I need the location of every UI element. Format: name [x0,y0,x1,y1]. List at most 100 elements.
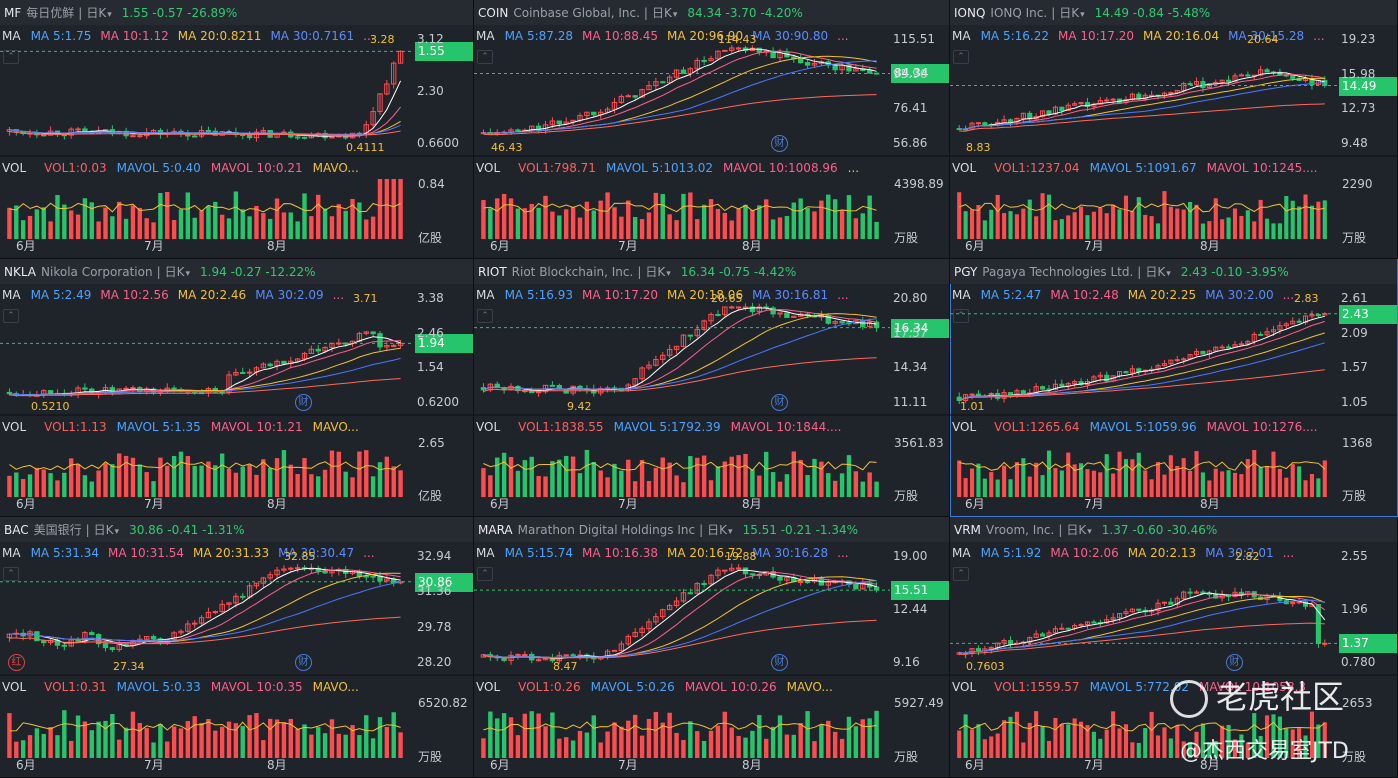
vol-indicator-row[interactable]: VOL VOL1:1265.64 MAVOL 5:1059.96 MAVOL 10:1… [952,420,1337,434]
price-axis[interactable]: 32.94 31.36 29.78 28.20 [413,517,473,777]
price-axis[interactable]: 19.23 15.98 12.73 9.48 [1337,0,1397,258]
volume-bar [192,716,197,758]
ticker-symbol[interactable]: MARA [478,522,513,537]
ticker-symbol[interactable]: NKLA [4,264,37,279]
earnings-icon[interactable]: 财 [771,135,788,152]
volume-bar [1258,466,1263,497]
collapse-toggle-icon[interactable]: ⌃ [953,567,969,581]
period-dropdown[interactable]: 日K▾ [1066,521,1091,538]
ticker-symbol[interactable]: BAC [4,522,29,537]
period-dropdown[interactable]: 日K▾ [94,521,119,538]
panel-header[interactable]: VRM Vroom, Inc. | 日K▾ 1.37 -0.60 -30.46% [950,517,1397,542]
ma-ma20: MA 20:2.25 [1127,288,1197,302]
price-axis[interactable]: 2.55 1.96 0.780 [1337,517,1397,777]
volume-bar [695,731,700,758]
price-axis[interactable]: 3.12 2.30 0.6600 [413,0,473,258]
earnings-icon[interactable]: 财 [295,394,312,411]
vol-indicator-row[interactable]: VOL VOL1:1838.55 MAVOL 5:1792.39 MAVOL 10:1… [476,420,861,434]
volume-bar [226,721,232,758]
period-dropdown[interactable]: 日K▾ [165,263,190,280]
collapse-toggle-icon[interactable]: ⌃ [477,50,493,64]
candle-body [570,119,576,123]
ticker-symbol[interactable]: RIOT [478,264,507,279]
ma-indicator-row[interactable]: MA MA 5:2.49 MA 10:2.56 MA 20:2.46 MA 30:2.0… [2,288,353,302]
period-dropdown[interactable]: 日K▾ [707,521,732,538]
volume-bar [798,459,803,497]
ticker-symbol[interactable]: PGY [954,264,978,279]
chart-panel-riot[interactable]: RIOT Riot Blockchain, Inc. | 日K▾ 16.34 -0.75… [474,259,950,517]
candle-body [363,124,369,135]
ma-indicator-row[interactable]: MA MA 5:1.92 MA 10:2.06 MA 20:2.13 MA 30:2.0… [952,546,1303,560]
price-axis[interactable]: 115.51 95.96 76.41 56.86 [889,0,949,258]
ticker-symbol[interactable]: IONQ [954,5,986,20]
ticker-symbol[interactable]: VRM [954,522,981,537]
panel-header[interactable]: PGY Pagaya Technologies Ltd. | 日K▾ 2.43 -0.1… [950,259,1397,284]
panel-header[interactable]: BAC 美国银行 | 日K▾ 30.86 -0.41 -1.31% [0,517,473,542]
ma-indicator-row[interactable]: MA MA 5:31.34 MA 10:31.54 MA 20:31.33 MA 30:… [2,546,384,560]
vol-indicator-row[interactable]: VOL VOL1:0.03 MAVOL 5:0.40 MAVOL 10:0.21 MAV… [2,161,369,175]
price-axis[interactable]: 20.80 17.57 14.34 11.11 [889,259,949,516]
collapse-toggle-icon[interactable]: ⌃ [3,309,19,323]
chart-panel-nkla[interactable]: NKLA Nikola Corporation | 日K▾ 1.94 -0.27 -12… [0,259,474,517]
chart-panel-coin[interactable]: COIN Coinbase Global, Inc. | 日K▾ 84.34 -3.70… [474,0,950,259]
ticker-symbol[interactable]: COIN [478,5,509,20]
collapse-toggle-icon[interactable]: ⌃ [477,309,493,323]
vol-indicator-row[interactable]: VOL VOL1:0.31 MAVOL 5:0.33 MAVOL 10:0.35 MAV… [2,680,369,694]
price-axis[interactable]: 19.00 12.44 9.16 [889,517,949,777]
candle-body [763,571,769,576]
vol-indicator-row[interactable]: VOL VOL1:1237.04 MAVOL 5:1091.67 MAVOL 10:1… [952,161,1337,175]
candle-body [212,611,218,614]
chart-panel-mara[interactable]: MARA Marathon Digital Holdings Inc | 日K▾ 15.… [474,517,950,778]
collapse-toggle-icon[interactable]: ⌃ [953,50,969,64]
price-axis[interactable]: 3.38 2.46 1.54 0.6200 [413,259,473,516]
period-dropdown[interactable]: 日K▾ [86,4,111,21]
vol-indicator-row[interactable]: VOL VOL1:0.26 MAVOL 5:0.26 MAVOL 10:0.26 MAV… [476,680,843,694]
earnings-icon[interactable]: 财 [771,654,788,671]
ma-ma20: MA 20:96.90 [667,29,744,43]
ma-ma5: MA 5:2.49 [30,288,92,302]
chart-panel-pgy[interactable]: PGY Pagaya Technologies Ltd. | 日K▾ 2.43 -0.1… [950,259,1398,517]
collapse-toggle-icon[interactable]: ⌃ [953,309,969,323]
chart-panel-mf[interactable]: MF 每日优鲜 | 日K▾ 1.55 -0.57 -26.89% MA MA 5:1.75 M… [0,0,474,259]
period-dropdown[interactable]: 日K▾ [645,263,670,280]
dividend-icon[interactable]: 红 [8,654,25,671]
ma-indicator-row[interactable]: MA MA 5:16.93 MA 10:17.20 MA 20:18.06 MA 30:… [476,288,858,302]
company-name: Vroom, Inc. [985,522,1055,537]
chart-panel-bac[interactable]: BAC 美国银行 | 日K▾ 30.86 -0.41 -1.31% MA MA 5:31.3… [0,517,474,778]
earnings-icon[interactable]: 财 [1226,654,1243,671]
collapse-toggle-icon[interactable]: ⌃ [477,567,493,581]
earnings-icon[interactable]: 财 [771,394,788,411]
volume-bar [570,207,576,239]
ma-indicator-row[interactable]: MA MA 5:16.22 MA 10:17.20 MA 20:16.04 MA 30:… [952,29,1334,43]
candle-body [349,570,356,574]
panel-header[interactable]: MF 每日优鲜 | 日K▾ 1.55 -0.57 -26.89% [0,0,473,25]
panel-header[interactable]: COIN Coinbase Global, Inc. | 日K▾ 84.34 -3.70… [474,0,949,25]
panel-header[interactable]: IONQ IONQ Inc. | 日K▾ 14.49 -0.84 -5.48% [950,0,1397,25]
period-dropdown[interactable]: 日K▾ [652,4,677,21]
volume-bar [1181,209,1186,239]
vol-indicator-row[interactable]: VOL VOL1:1.13 MAVOL 5:1.35 MAVOL 10:1.21 MAV… [2,420,369,434]
collapse-toggle-icon[interactable]: ⌃ [3,567,19,581]
ma-indicator-row[interactable]: MA MA 5:2.47 MA 10:2.48 MA 20:2.25 MA 30:2.0… [952,288,1303,302]
ma-indicator-row[interactable]: MA MA 5:15.74 MA 10:16.38 MA 20:16.72 MA 30:… [476,546,858,560]
candle-body [680,334,687,347]
ma-indicator-row[interactable]: MA MA 5:1.75 MA 10:1.12 MA 20:0.8211 MA 30:0… [2,29,384,43]
volume-bar [729,456,734,497]
vol-indicator-row[interactable]: VOL VOL1:798.71 MAVOL 5:1013.02 MAVOL 10:10… [476,161,869,175]
ma30-line [483,318,877,391]
volume-bar [1098,472,1103,497]
chart-panel-ionq[interactable]: IONQ IONQ Inc. | 日K▾ 14.49 -0.84 -5.48% MA MA … [950,0,1398,259]
panel-header[interactable]: MARA Marathon Digital Holdings Inc | 日K▾ 15.… [474,517,949,542]
panel-header[interactable]: RIOT Riot Blockchain, Inc. | 日K▾ 16.34 -0.75… [474,259,949,284]
period-dropdown[interactable]: 日K▾ [1059,4,1084,21]
ticker-symbol[interactable]: MF [4,5,22,20]
ma20-line [483,313,877,391]
earnings-icon[interactable]: 财 [295,654,312,671]
period-dropdown[interactable]: 日K▾ [1145,263,1170,280]
candle-body [749,573,756,576]
price-axis[interactable]: 2.61 2.09 1.57 1.05 [1337,259,1397,516]
ma-indicator-row[interactable]: MA MA 5:87.28 MA 10:88.45 MA 20:96.90 MA 30:… [476,29,858,43]
vol-indicator-row[interactable]: VOL VOL1:1559.57 MAVOL 5:772.02 MAVOL 10:10… [952,680,1326,694]
panel-header[interactable]: NKLA Nikola Corporation | 日K▾ 1.94 -0.27 -12… [0,259,473,284]
collapse-toggle-icon[interactable]: ⌃ [3,50,19,64]
